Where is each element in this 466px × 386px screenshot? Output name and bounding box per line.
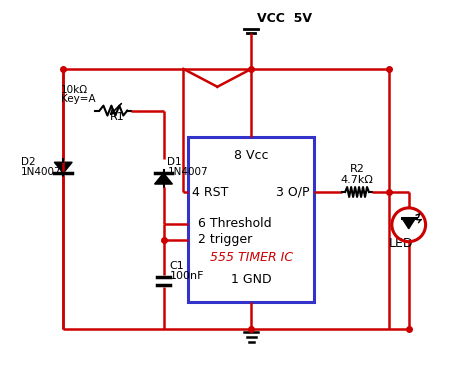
Text: VCC  5V: VCC 5V [257,12,312,25]
Text: 2 trigger: 2 trigger [198,233,253,246]
Text: 3 O/P: 3 O/P [276,186,309,198]
Text: R1: R1 [110,112,124,122]
Text: R2: R2 [350,164,364,174]
Text: 100nF: 100nF [170,271,204,281]
Text: 1N4007: 1N4007 [167,167,208,177]
Text: 4 RST: 4 RST [192,186,228,198]
Polygon shape [55,162,72,173]
Text: 4.7kΩ: 4.7kΩ [341,175,374,185]
Polygon shape [155,173,172,184]
FancyBboxPatch shape [188,137,315,302]
Text: D1: D1 [167,157,182,167]
Text: 8 Vcc: 8 Vcc [234,149,268,162]
Polygon shape [402,218,416,229]
Text: Key=A: Key=A [61,94,96,104]
Text: 1N4007: 1N4007 [21,167,61,177]
Text: 10kΩ: 10kΩ [61,85,89,95]
Text: LED: LED [389,237,413,250]
Text: C1: C1 [170,261,184,271]
Text: 555 TIMER IC: 555 TIMER IC [210,251,293,264]
Text: 1 GND: 1 GND [231,273,272,286]
Text: D2: D2 [21,157,35,167]
Text: 6 Threshold: 6 Threshold [198,217,272,230]
